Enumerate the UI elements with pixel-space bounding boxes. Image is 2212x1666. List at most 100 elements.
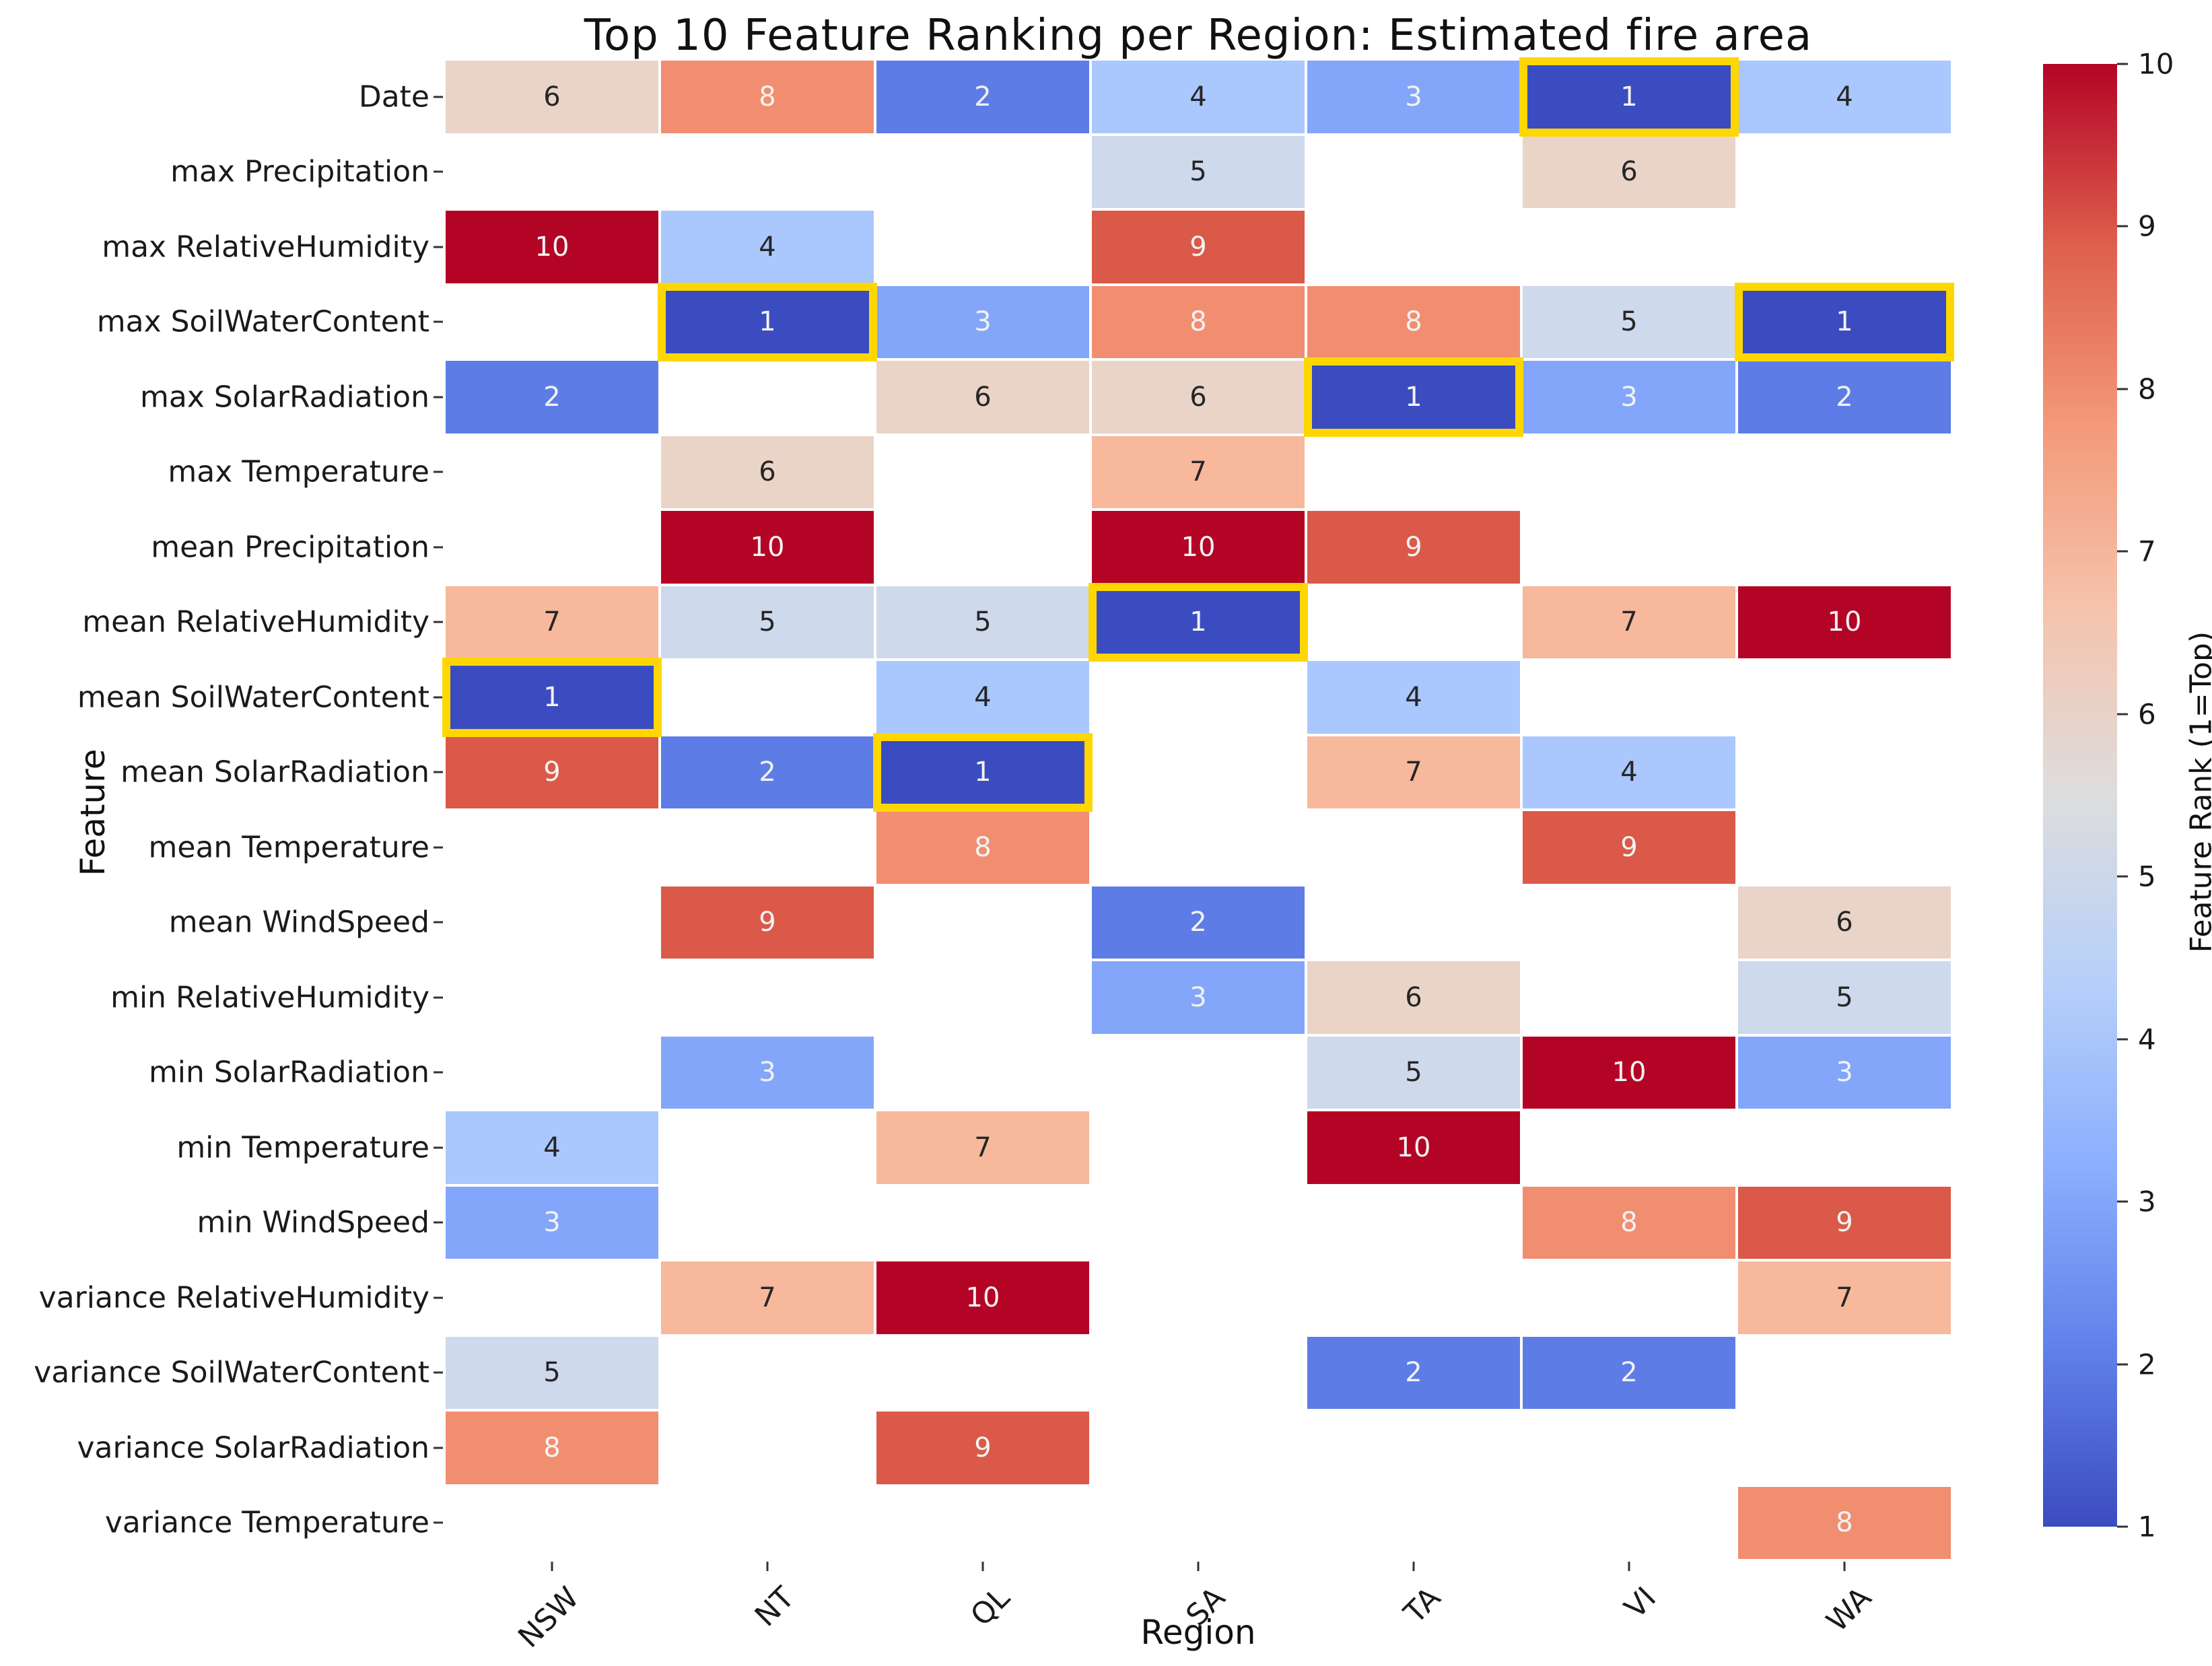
colorbar-tick-label: 6 <box>2138 697 2156 731</box>
heatmap-cell <box>875 960 1091 1035</box>
heatmap-cell <box>1091 735 1306 810</box>
y-tick-label: variance Temperature <box>104 1505 429 1540</box>
heatmap-cell <box>660 1110 875 1185</box>
y-tick-mark <box>434 921 443 924</box>
cell-rank-value: 8 <box>759 81 776 112</box>
colorbar-tick-mark <box>2117 1363 2128 1366</box>
cell-rank-value: 9 <box>543 757 561 788</box>
cell-rank-value: 8 <box>543 1432 561 1463</box>
y-tick-label: variance SolarRadiation <box>77 1430 429 1465</box>
y-tick-mark <box>434 96 443 98</box>
heatmap-cell: 9 <box>444 734 660 810</box>
cell-rank-value: 1 <box>543 681 561 713</box>
cell-rank-value: 5 <box>543 1357 561 1389</box>
cell-rank-value: 10 <box>1827 606 1862 638</box>
y-tick-mark <box>434 696 443 699</box>
cell-rank-value: 2 <box>1620 1357 1638 1389</box>
cell-rank-value: 3 <box>1620 381 1638 413</box>
cell-rank-value: 7 <box>1620 606 1638 638</box>
colorbar-tick-mark <box>2117 550 2128 553</box>
heatmap-cell: 5 <box>1521 284 1737 359</box>
heatmap-cell <box>1737 510 1952 585</box>
y-tick-mark <box>434 1447 443 1449</box>
cell-rank-value: 4 <box>543 1132 561 1163</box>
y-tick-label: mean WindSpeed <box>168 905 429 940</box>
heatmap-cell: 8 <box>1091 284 1306 359</box>
heatmap-cell: 8 <box>444 1410 660 1486</box>
heatmap-cell <box>444 435 660 510</box>
heatmap-cell <box>875 510 1091 585</box>
heatmap-cell <box>1737 660 1952 735</box>
heatmap-cell: 6 <box>1091 359 1306 435</box>
y-tick-label: variance RelativeHumidity <box>38 1280 429 1315</box>
heatmap-cell <box>875 1035 1091 1111</box>
heatmap-cell: 1 <box>1735 282 1954 361</box>
colorbar-tick-label: 1 <box>2138 1510 2156 1543</box>
y-tick-mark <box>434 1221 443 1224</box>
heatmap-cell <box>1521 1110 1737 1185</box>
heatmap-cell: 10 <box>1091 510 1306 585</box>
heatmap-cell <box>875 885 1091 961</box>
heatmap-cell: 3 <box>1737 1035 1952 1110</box>
cell-rank-value: 5 <box>974 606 992 638</box>
colorbar-tick-label: 7 <box>2138 534 2156 568</box>
heatmap-cell <box>1521 885 1737 961</box>
cell-rank-value: 2 <box>759 757 776 788</box>
heatmap-cell: 9 <box>660 884 875 960</box>
cell-rank-value: 6 <box>974 381 992 413</box>
heatmap-cell: 10 <box>875 1260 1091 1335</box>
heatmap-cell <box>1737 1410 1952 1486</box>
y-tick-mark <box>434 246 443 248</box>
heatmap-cell: 4 <box>1091 59 1306 135</box>
colorbar-tick-label: 3 <box>2138 1185 2156 1218</box>
heatmap-cell: 4 <box>660 209 875 285</box>
heatmap-cell: 6 <box>444 59 660 135</box>
cell-rank-value: 7 <box>1836 1282 1853 1313</box>
cell-rank-value: 6 <box>759 456 776 488</box>
y-tick-mark <box>434 396 443 398</box>
heatmap-cell: 4 <box>875 660 1091 735</box>
heatmap-cell <box>875 1335 1091 1411</box>
heatmap-cell: 7 <box>1737 1260 1952 1335</box>
cell-rank-value: 4 <box>974 681 992 713</box>
colorbar-tick-mark <box>2117 63 2128 65</box>
cell-rank-value: 1 <box>759 306 776 338</box>
heatmap-cell <box>1091 1260 1306 1335</box>
x-axis-label: Region <box>1140 1613 1256 1652</box>
cell-rank-value: 5 <box>1189 156 1207 188</box>
heatmap-cell <box>444 285 660 360</box>
heatmap-cell: 5 <box>1306 1035 1521 1110</box>
colorbar-tick-label: 8 <box>2138 372 2156 406</box>
heatmap-cell <box>1306 135 1521 210</box>
colorbar-tick-label: 4 <box>2138 1022 2156 1056</box>
heatmap-cell <box>1306 1260 1521 1335</box>
cell-rank-value: 6 <box>543 81 561 112</box>
cell-rank-value: 3 <box>974 306 992 338</box>
heatmap-cell: 5 <box>1091 134 1306 209</box>
heatmap-cell: 3 <box>1521 359 1737 435</box>
cell-rank-value: 3 <box>759 1057 776 1088</box>
heatmap-cell: 2 <box>444 359 660 435</box>
heatmap-cell: 7 <box>444 584 660 660</box>
cell-rank-value: 3 <box>1405 81 1422 112</box>
x-tick-mark <box>1628 1562 1630 1571</box>
heatmap-cell: 4 <box>1521 734 1737 810</box>
colorbar-tick-label: 5 <box>2138 860 2156 893</box>
heatmap-cell: 10 <box>660 510 875 585</box>
colorbar-tick-mark <box>2117 1200 2128 1203</box>
y-tick-label: min SolarRadiation <box>148 1055 429 1090</box>
heatmap-cell: 5 <box>1737 960 1952 1035</box>
heatmap-cell: 9 <box>875 1410 1091 1486</box>
y-tick-mark <box>434 320 443 323</box>
heatmap-cell <box>1306 1185 1521 1261</box>
heatmap-cell <box>1737 1110 1952 1185</box>
heatmap-cell: 2 <box>1091 884 1306 960</box>
y-tick-label: min WindSpeed <box>197 1205 429 1240</box>
cell-rank-value: 8 <box>1405 306 1422 338</box>
heatmap-cell: 1 <box>658 282 877 361</box>
cell-rank-value: 2 <box>543 381 561 413</box>
cell-rank-value: 1 <box>1189 606 1207 638</box>
heatmap-cell <box>1306 585 1521 660</box>
heatmap-cell: 7 <box>875 1110 1091 1185</box>
heatmap-cell: 1 <box>873 732 1093 812</box>
